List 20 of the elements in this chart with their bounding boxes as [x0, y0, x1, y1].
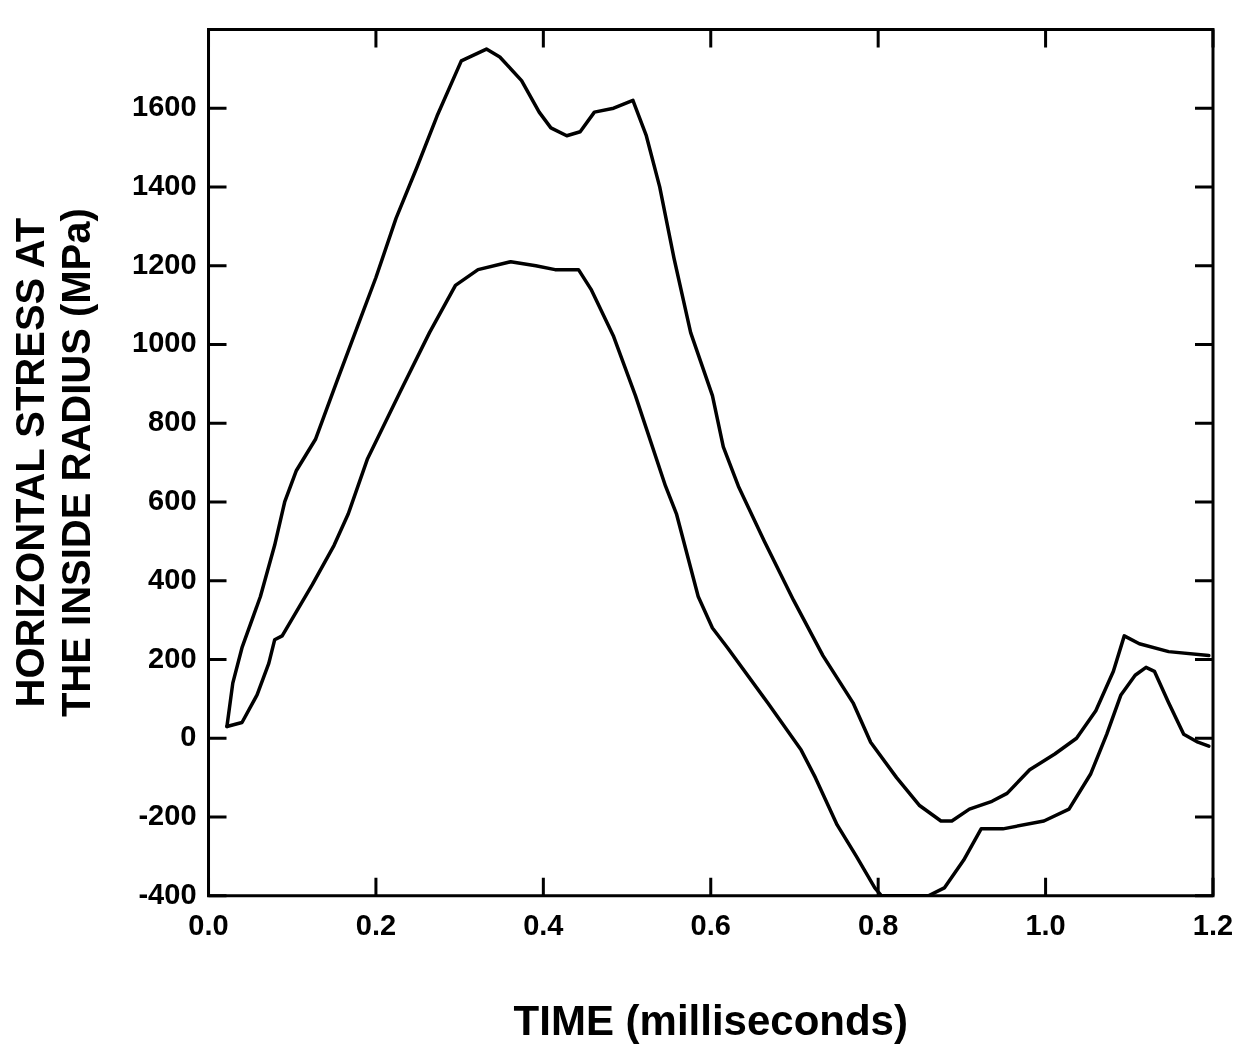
- x-tick-label: 0.4: [523, 909, 564, 942]
- y-tick-label: -200: [138, 799, 197, 832]
- y-tick-label: 1600: [132, 90, 197, 123]
- x-tick-label: 0.6: [690, 909, 731, 942]
- y-tick-label: 200: [148, 641, 197, 674]
- x-tick-label: 0.0: [188, 909, 229, 942]
- x-tick-label: 1.2: [1192, 909, 1234, 942]
- x-axis-title: TIME (milliseconds): [513, 997, 908, 1045]
- y-tick-label: 400: [148, 562, 197, 595]
- y-tick-label: -400: [138, 877, 197, 910]
- y-tick-label: 800: [148, 405, 197, 438]
- y-tick-label: 600: [148, 483, 197, 516]
- x-tick-label: 0.8: [858, 909, 899, 942]
- y-axis-title: HORIZONTAL STRESS AT THE INSIDE RADIUS (MPa): [8, 208, 99, 718]
- y-tick-label: 1200: [132, 247, 197, 280]
- y-tick-label: 0: [180, 720, 197, 753]
- x-tick-label: 1.0: [1025, 909, 1066, 942]
- y-tick-label: 1000: [132, 326, 197, 359]
- y-tick-label: 1400: [132, 168, 197, 201]
- x-tick-label: 0.2: [355, 909, 397, 942]
